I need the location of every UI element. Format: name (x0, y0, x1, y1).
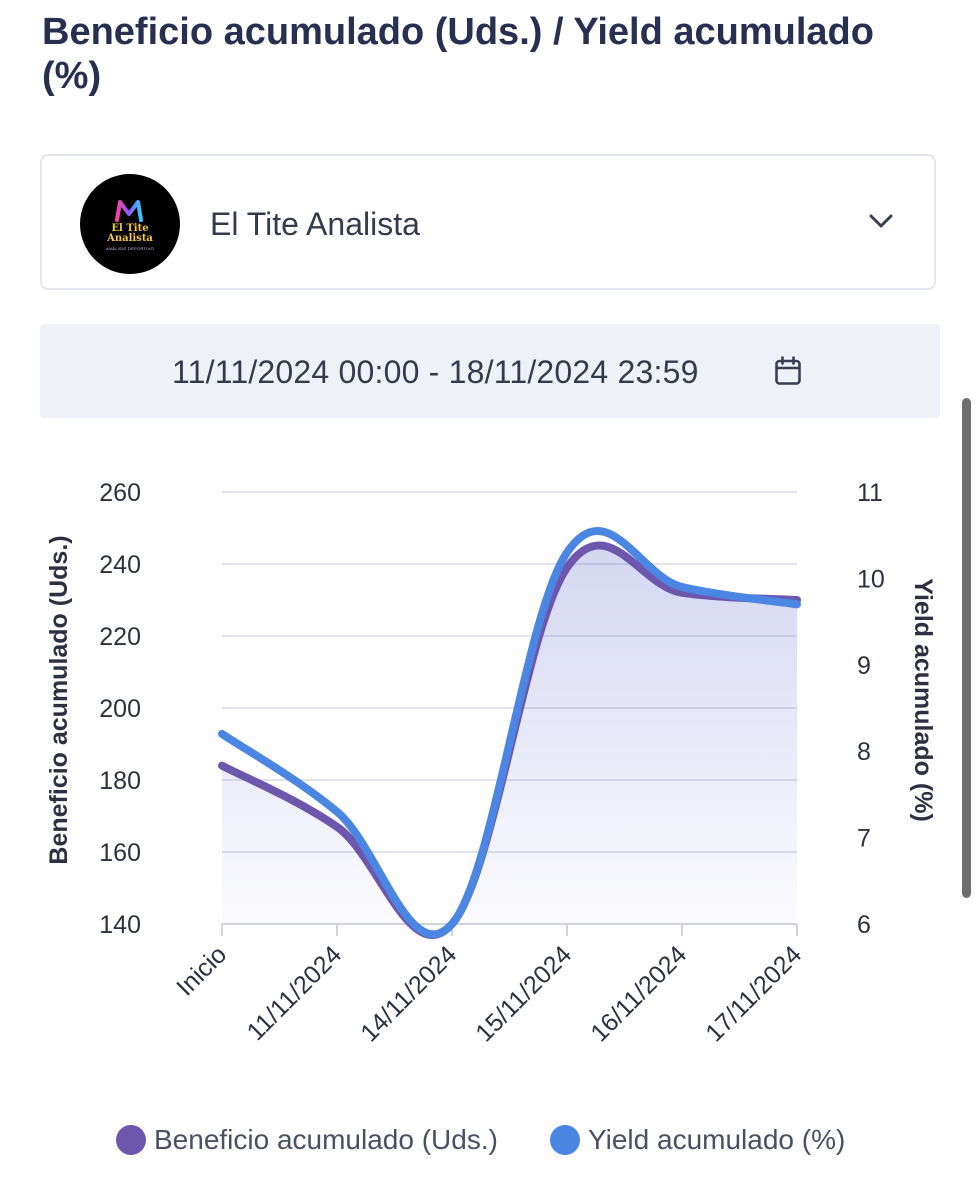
legend-label-profit: Beneficio acumulado (Uds.) (154, 1124, 498, 1155)
y-tick-label: 140 (99, 911, 141, 939)
y-tick-label: 180 (99, 767, 141, 795)
legend-item-profit[interactable]: Beneficio acumulado (Uds.) (116, 1124, 498, 1156)
y-tick-label: 260 (99, 479, 141, 507)
y2-tick-label: 10 (857, 565, 885, 593)
y-tick-label: 160 (99, 839, 141, 867)
selector-label: El Tite Analista (210, 206, 420, 242)
logo-m-icon (115, 200, 143, 222)
y2-tick-label: 9 (857, 652, 871, 680)
y2-axis-label: Yield acumulado (%) (909, 578, 937, 822)
x-tick-label: 11/11/2024 (242, 940, 348, 1046)
chart-legend: Beneficio acumulado (Uds.) Yield acumula… (0, 1124, 980, 1168)
date-range-text: 11/11/2024 00:00 - 18/11/2024 23:59 (172, 354, 699, 390)
chevron-down-icon[interactable] (868, 212, 894, 230)
legend-dot-profit (116, 1125, 146, 1155)
calendar-icon[interactable] (774, 356, 802, 386)
x-tick-label: 14/11/2024 (355, 940, 462, 1047)
y2-tick-label: 7 (857, 825, 871, 853)
y2-tick-label: 11 (857, 479, 883, 507)
x-tick-label: Inicio (171, 940, 232, 1001)
tipster-selector[interactable]: El Tite Analista ANÁLISIS DEPORTIVO El T… (40, 154, 936, 290)
profit-yield-chart: 140 160 180 200 220 240 260 6 7 8 9 10 11 Inicio 11/11… (45, 479, 937, 1047)
y-tick-label: 240 (99, 551, 141, 579)
scrollbar[interactable] (962, 398, 971, 898)
legend-item-yield[interactable]: Yield acumulado (%) (550, 1124, 845, 1156)
y-tick-label: 200 (99, 695, 141, 723)
x-tick-label: 15/11/2024 (470, 940, 577, 1047)
profit-area (222, 545, 797, 935)
date-range-picker[interactable]: 11/11/2024 00:00 - 18/11/2024 23:59 (40, 324, 940, 418)
y-tick-label: 220 (99, 623, 141, 651)
avatar: El Tite Analista ANÁLISIS DEPORTIVO (80, 174, 180, 274)
page-title: Beneficio acumulado (Uds.) / Yield acumu… (42, 11, 874, 97)
y-axis-label: Beneficio acumulado (Uds.) (45, 535, 73, 864)
y2-tick-label: 6 (857, 911, 871, 939)
legend-label-yield: Yield acumulado (%) (588, 1124, 846, 1155)
x-tick-label: 16/11/2024 (585, 940, 692, 1047)
x-tick-label: 17/11/2024 (700, 940, 807, 1047)
avatar-subtitle: ANÁLISIS DEPORTIVO (105, 246, 154, 251)
legend-dot-yield (550, 1125, 580, 1155)
y2-tick-label: 8 (857, 738, 871, 766)
avatar-name: El Tite Analista (107, 223, 153, 244)
